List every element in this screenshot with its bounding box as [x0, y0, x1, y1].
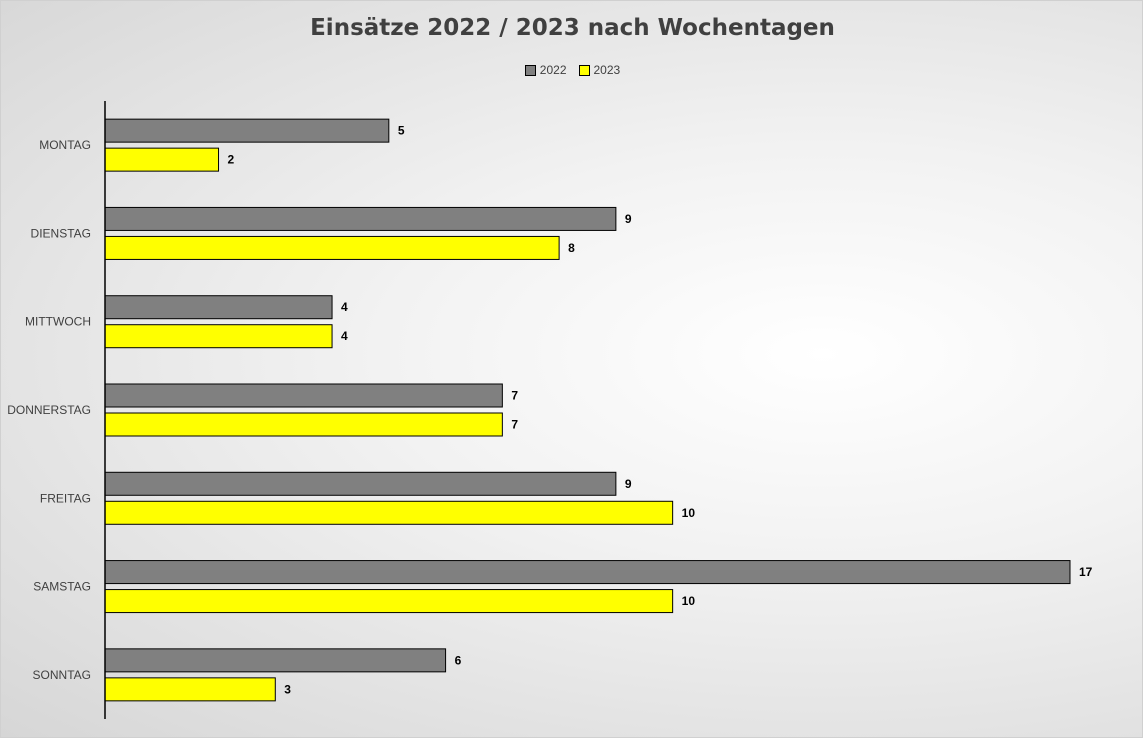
data-label-2023-freitag: 10 [682, 506, 696, 520]
data-label-2023-samstag: 10 [682, 594, 696, 608]
legend-swatch-2023 [578, 64, 590, 76]
legend-item-2022: 2022 [524, 63, 567, 77]
bar-2023-donnerstag [104, 412, 503, 437]
data-label-2022-mittwoch: 4 [341, 300, 348, 314]
bar-2023-freitag [104, 500, 674, 525]
data-label-2022-montag: 5 [398, 124, 405, 138]
data-label-2022-sonntag: 6 [455, 653, 462, 667]
data-label-2023-mittwoch: 4 [341, 329, 348, 343]
bar-2022-samstag [104, 560, 1071, 585]
bar-2023-sonntag [104, 677, 276, 702]
legend: 2022 2023 [1, 63, 1143, 77]
bar-2022-freitag [104, 471, 617, 496]
bar-2023-mittwoch [104, 324, 333, 349]
category-label-dienstag: DIENSTAG [31, 226, 91, 240]
category-label-donnerstag: DONNERSTAG [7, 403, 91, 417]
bar-2023-samstag [104, 589, 674, 614]
data-label-2023-dienstag: 8 [568, 241, 575, 255]
chart-title: Einsätze 2022 / 2023 nach Wochentagen [310, 15, 835, 41]
category-label-samstag: SAMSTAG [33, 580, 91, 594]
category-label-freitag: FREITAG [40, 491, 91, 505]
legend-item-2023: 2023 [578, 63, 621, 77]
bar-2022-montag [104, 118, 390, 143]
data-label-2022-dienstag: 9 [625, 212, 632, 226]
data-label-2022-freitag: 9 [625, 477, 632, 491]
bar-2022-mittwoch [104, 295, 333, 320]
legend-label-2022: 2022 [539, 63, 567, 77]
data-label-2022-donnerstag: 7 [511, 389, 518, 403]
category-label-mittwoch: MITTWOCH [25, 315, 91, 329]
legend-label-2023: 2023 [593, 63, 621, 77]
data-label-2023-donnerstag: 7 [511, 418, 518, 432]
data-label-2023-montag: 2 [228, 153, 235, 167]
bar-2022-sonntag [104, 648, 447, 673]
data-label-2022-samstag: 17 [1079, 565, 1093, 579]
category-label-sonntag: SONNTAG [33, 668, 91, 682]
data-label-2023-sonntag: 3 [284, 682, 291, 696]
category-label-montag: MONTAG [39, 138, 91, 152]
bar-2022-dienstag [104, 206, 617, 231]
bar-2023-dienstag [104, 235, 560, 260]
legend-swatch-2022 [524, 64, 536, 76]
bar-2023-montag [104, 147, 220, 172]
bar-2022-donnerstag [104, 383, 503, 408]
